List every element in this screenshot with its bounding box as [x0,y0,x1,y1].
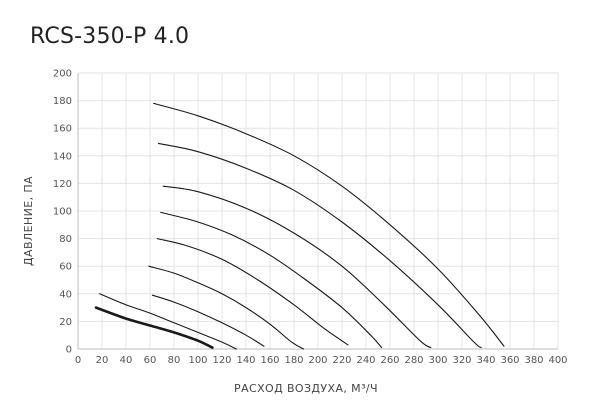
x-tick-label: 380 [524,355,543,366]
x-tick-label: 180 [284,355,303,366]
x-tick-label: 120 [212,355,231,366]
series-line-1 [94,306,214,349]
x-tick-label: 40 [120,355,133,366]
x-tick-label: 300 [428,355,447,366]
y-axis-label: ДАВЛЕНИЕ, ПА [22,176,35,266]
series-line-4 [148,265,305,350]
axes [77,73,558,350]
x-tick-label: 280 [404,355,423,366]
y-tick-label: 0 [66,345,72,356]
x-tick-label: 200 [308,355,327,366]
series-line-3 [151,294,265,347]
grid [77,72,559,350]
y-tick-label: 200 [53,69,72,80]
series-line-5 [156,238,349,346]
x-tick-label: 0 [75,355,81,366]
y-tick-label: 160 [53,124,72,135]
x-tick-label: 20 [96,355,109,366]
x-tick-label: 240 [356,355,375,366]
series-line-6 [160,211,383,349]
chart-title: RCS-350-P 4.0 [30,24,190,49]
series-line-2 [99,293,237,350]
y-tick-label: 20 [59,317,72,328]
x-tick-label: 220 [332,355,351,366]
x-tick-label: 140 [236,355,255,366]
y-tick-label: 140 [53,151,72,162]
series-line-7 [162,185,432,349]
x-tick-label: 320 [452,355,471,366]
y-tick-label: 180 [53,96,72,107]
y-tick-label: 120 [53,179,72,190]
y-tick-label: 40 [59,289,72,300]
x-tick-label: 260 [380,355,399,366]
y-tick-label: 80 [59,234,72,245]
series-line-8 [157,142,482,349]
series-line-9 [153,102,505,347]
axis-labels: 0 20 40 60 80 100 120 140 160 180 200 220 240 260 280 3… [22,69,568,396]
x-tick-label: 100 [188,355,207,366]
x-tick-label: 340 [476,355,495,366]
x-tick-label: 360 [500,355,519,366]
y-tick-label: 60 [59,262,72,273]
x-tick-label: 80 [168,355,181,366]
x-tick-label: 160 [260,355,279,366]
x-axis-label: РАСХОД ВОЗДУХА, М³/Ч [234,382,378,395]
y-tick-label: 100 [53,207,72,218]
x-tick-label: 400 [548,355,567,366]
x-tick-label: 60 [144,355,157,366]
series-group [94,102,505,350]
